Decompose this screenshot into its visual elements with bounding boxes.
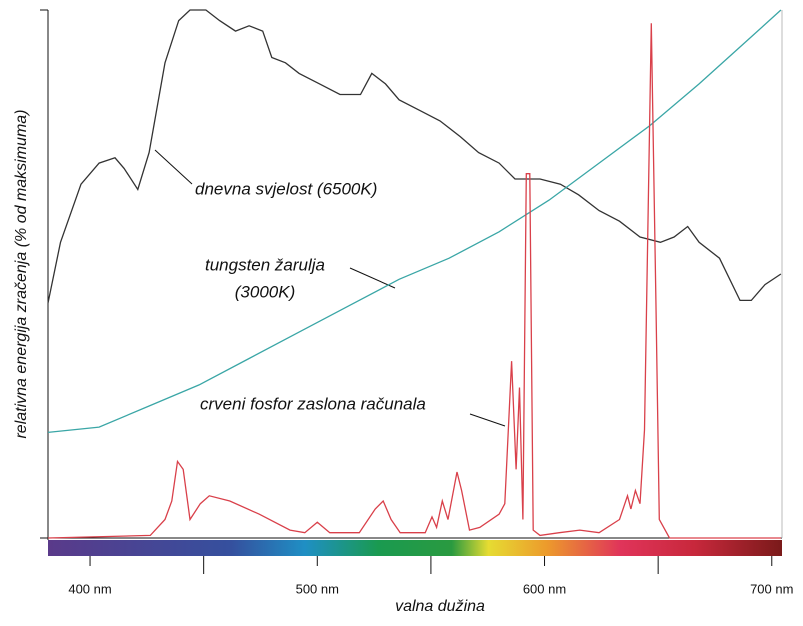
leader-line bbox=[349, 267, 396, 289]
series-line bbox=[47, 9, 782, 434]
annotation: tungsten žarulja bbox=[205, 255, 325, 274]
series-line bbox=[47, 23, 781, 539]
x-tick-label: 400 nm bbox=[68, 581, 111, 596]
leader-line bbox=[154, 149, 193, 185]
series-line bbox=[47, 9, 782, 304]
x-tick-label: 500 nm bbox=[296, 581, 339, 596]
spectrum-bar bbox=[48, 540, 782, 556]
annotation: (3000K) bbox=[235, 282, 295, 301]
x-tick-label: 600 nm bbox=[523, 581, 566, 596]
leader-line bbox=[469, 413, 506, 427]
x-axis-label: valna dužina bbox=[395, 598, 485, 615]
annotation: dnevna svjelost (6500K) bbox=[195, 179, 377, 198]
x-tick-label: 700 nm bbox=[750, 581, 793, 596]
y-axis-label: relativna energija zračenja (% od maksim… bbox=[13, 109, 30, 438]
annotation: crveni fosfor zaslona računala bbox=[200, 394, 426, 413]
